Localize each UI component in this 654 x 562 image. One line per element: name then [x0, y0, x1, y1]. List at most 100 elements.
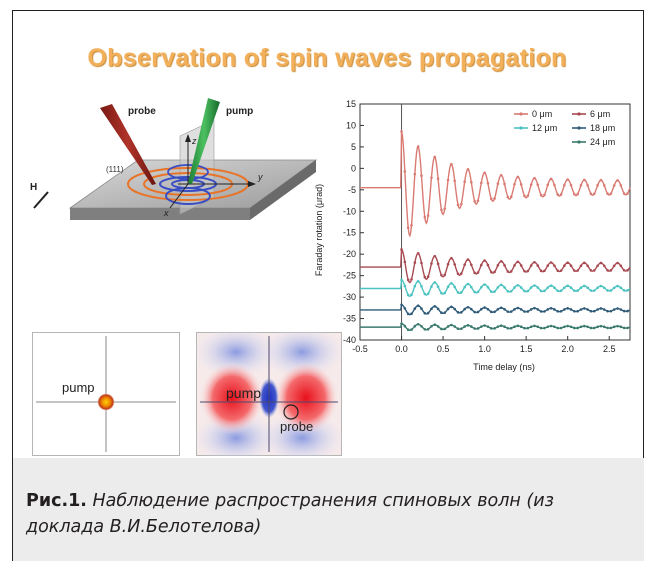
series-point [549, 284, 553, 287]
series-point [516, 306, 520, 310]
series-point [553, 325, 556, 329]
series-point [576, 269, 579, 272]
figure-caption: Рис.1. Наблюдение распространения спинов… [26, 488, 636, 540]
series-point [463, 307, 466, 311]
legend-marker [519, 112, 523, 116]
series-point [420, 174, 423, 177]
series-point [559, 193, 563, 196]
series-point [436, 262, 440, 266]
series-point [596, 184, 599, 187]
series-point [616, 261, 619, 265]
series-point [476, 271, 480, 274]
series-point [413, 261, 417, 264]
probe-circle [283, 404, 299, 420]
series-point [602, 308, 606, 311]
series-point [606, 269, 609, 272]
series-point [626, 326, 629, 330]
series-point [499, 260, 503, 263]
series-point [410, 277, 413, 281]
series-point [619, 264, 623, 268]
series-point [503, 308, 506, 311]
series-point [536, 286, 540, 289]
series-point [406, 293, 410, 297]
series-point [619, 286, 623, 290]
series-point [420, 261, 423, 265]
series-point [410, 312, 413, 315]
series-point [553, 183, 556, 187]
series-point [443, 273, 447, 277]
series-point [529, 264, 533, 267]
probe-beam [100, 104, 156, 185]
series-point [433, 254, 437, 258]
series-point [423, 327, 427, 331]
series-point [622, 309, 626, 313]
series-point [576, 289, 579, 292]
series-point [460, 202, 463, 206]
series-point [453, 263, 457, 266]
x-axis-label: Time delay (ns) [473, 362, 535, 372]
series-point [529, 308, 533, 311]
series-point [493, 197, 496, 200]
series-point [503, 182, 506, 186]
series-point [416, 145, 420, 148]
series-point [556, 326, 560, 330]
series-point [496, 182, 500, 185]
series-point [430, 285, 433, 288]
series-point [493, 310, 496, 314]
series-point [619, 325, 623, 329]
series-point [583, 307, 586, 310]
series-point [553, 286, 556, 289]
series-point [496, 286, 500, 289]
series-point [426, 214, 430, 217]
series-point [579, 308, 583, 311]
series-point [403, 260, 407, 264]
series-point [519, 308, 523, 311]
series-point [489, 270, 493, 274]
series-point [559, 289, 563, 293]
series-point [626, 289, 629, 292]
series-point [436, 325, 440, 328]
series-point [470, 307, 473, 311]
series-point [612, 325, 616, 329]
series-point [589, 269, 593, 272]
axis-x-label: x [163, 208, 169, 218]
series-point [450, 323, 453, 327]
series-point [563, 308, 566, 311]
series-point [529, 183, 533, 186]
series-point [400, 130, 403, 133]
series-point [453, 179, 457, 183]
field-arrow [33, 191, 49, 209]
series-point [430, 307, 433, 311]
series-point [426, 275, 430, 278]
series-point [519, 325, 523, 329]
series-point [479, 181, 483, 185]
series-point [519, 264, 523, 267]
series-point [470, 285, 473, 289]
series-point [509, 270, 513, 273]
series-point [436, 307, 440, 311]
series-point [406, 312, 410, 316]
caption-label: Рис.1. [26, 491, 87, 511]
y-tick-label: -20 [343, 249, 356, 259]
series-point [456, 291, 460, 294]
series-point [473, 199, 476, 203]
series-point [516, 283, 520, 287]
series-point [446, 325, 450, 328]
y-tick-label: -5 [348, 185, 356, 195]
legend-label: 24 μm [590, 137, 615, 147]
series-point [516, 324, 520, 328]
series-point [612, 308, 616, 311]
series-point [533, 176, 536, 180]
series-point [563, 264, 566, 267]
series-point [436, 285, 440, 288]
legend-marker [577, 140, 581, 144]
y-tick-label: -10 [343, 206, 356, 216]
series-point [413, 284, 417, 288]
series-point [413, 324, 417, 328]
series-point [602, 264, 606, 268]
series-point [476, 290, 480, 294]
series-point [486, 286, 490, 289]
series-point [440, 291, 443, 295]
series-point [533, 306, 536, 310]
spin-wave-map: pump probe [196, 332, 342, 456]
